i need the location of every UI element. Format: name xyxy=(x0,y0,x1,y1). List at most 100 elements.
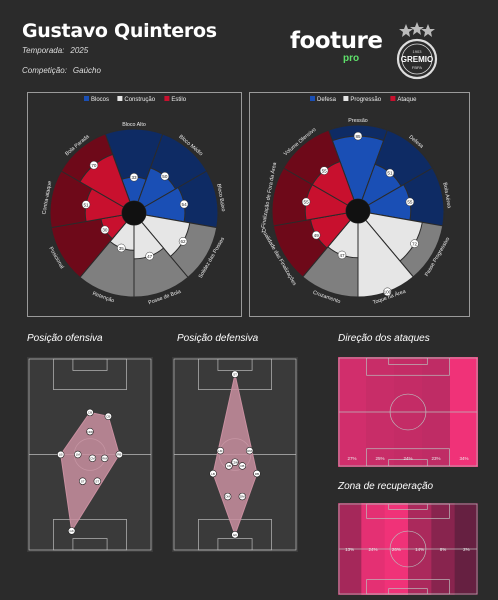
radar-category-label: Bola Aérea xyxy=(441,182,451,209)
radar-category-label: Contra-ataque xyxy=(41,180,53,214)
attack-direction-title: Direção dos ataques xyxy=(338,333,430,344)
crest-year-right: FBPA xyxy=(412,65,422,70)
brand-sub: pro xyxy=(343,53,360,64)
legend-label: Defesa xyxy=(317,97,337,103)
pitch-lines xyxy=(338,503,478,595)
brand-logo: footure xyxy=(290,28,383,54)
crest-text: GREMIO xyxy=(401,55,433,64)
zone-value-label: 24% xyxy=(403,456,412,461)
radar-value-bubble xyxy=(337,250,347,260)
player-position-dot xyxy=(238,462,247,470)
radar-value-label: 50 xyxy=(162,174,168,179)
player-position-dot xyxy=(209,469,217,478)
radar-category-label: Pressão xyxy=(348,118,367,124)
legend-label: Construção xyxy=(124,97,155,103)
radar-value-bubble xyxy=(89,160,99,170)
recovery-zone-title: Zona de recuperação xyxy=(338,481,434,492)
recovery-zone-pitch: 13% 24% 26% 14% 8% 2% xyxy=(338,503,478,595)
radar-category-label: Bloco Alto xyxy=(122,122,146,128)
radar-value-label: 47 xyxy=(147,254,153,259)
player-position-dot xyxy=(88,454,97,463)
radar-value-bubble xyxy=(410,239,419,248)
crest-year-left: 1903 xyxy=(413,49,423,54)
player-position-dot xyxy=(223,492,232,501)
radar-panel-team: Blocos Construção Estilo 33 Bloco Alto 50 Bloc… xyxy=(27,92,242,317)
player-position-label: GK xyxy=(70,529,74,533)
player-position-label: LB xyxy=(211,472,215,476)
club-crest-icon: 1903 GREMIO FBPA xyxy=(396,22,438,80)
player-position-label: DM xyxy=(240,495,245,499)
player-position-label: CB xyxy=(106,415,110,419)
radar-value-bubble xyxy=(178,237,188,246)
zone-value-label: 25% xyxy=(375,456,384,461)
legend-label: Blocos xyxy=(91,97,109,103)
zone-value-label: 14% xyxy=(415,547,424,552)
radar-value-label: 55 xyxy=(304,200,310,205)
radar-category-label: Bloco Baixo xyxy=(215,183,226,212)
zone-value-label: 23% xyxy=(431,456,440,461)
player-position-label: RB xyxy=(117,453,121,457)
radar-value-bubble xyxy=(383,287,392,297)
radar-value-label: 62 xyxy=(180,239,186,244)
radar-value-bubble xyxy=(117,243,126,253)
radar-value-bubble xyxy=(311,230,321,240)
player-position-label: ST xyxy=(95,479,99,483)
competition-label: Competição: xyxy=(22,66,67,75)
radar-value-bubble xyxy=(179,199,189,209)
radar-value-bubble xyxy=(319,166,329,175)
player-position-label: RM xyxy=(102,457,107,461)
legend-swatch xyxy=(84,96,89,101)
pitch-lines xyxy=(338,357,478,467)
player-position-label: ST xyxy=(81,479,85,483)
player-position-dot xyxy=(74,450,82,459)
radar-value-label: 35 xyxy=(119,246,125,251)
player-position-dot xyxy=(78,477,87,485)
team-shape-area xyxy=(60,411,120,533)
player-position-dot xyxy=(245,446,254,455)
player-position-label: CM xyxy=(90,457,95,461)
player-position-dot xyxy=(57,450,65,459)
player-position-label: CDM xyxy=(232,460,239,464)
radar-value-label: 85 xyxy=(355,134,361,139)
radar-value-bubble xyxy=(353,131,363,141)
radar-chart-attack: Defesa Progressão Ataque85Pressão51Defesa5… xyxy=(259,96,452,306)
legend-label: Ataque xyxy=(397,97,417,103)
player-position-label: GK xyxy=(233,533,237,537)
legend-swatch xyxy=(310,96,315,101)
zone-value-label: 8% xyxy=(440,547,447,552)
player-name: Gustavo Quinteros xyxy=(22,20,217,42)
legend-swatch xyxy=(117,96,123,101)
season-label: Temporada: xyxy=(22,46,65,55)
legend-swatch xyxy=(164,96,170,101)
season-row: Temporada: 2025 xyxy=(22,46,88,55)
player-position-dot xyxy=(93,477,102,485)
radar-value-bubble xyxy=(405,197,415,207)
player-position-label: LB xyxy=(59,453,63,457)
radar-value-bubble xyxy=(129,172,139,182)
radar-value-label: 33 xyxy=(131,175,137,180)
radar-value-bubble xyxy=(145,251,154,261)
zone-value-label: 2% xyxy=(463,547,470,552)
player-position-label: CB xyxy=(227,464,231,468)
legend-label: Estilo xyxy=(171,97,186,103)
offensive-position-title: Posição ofensiva xyxy=(27,333,103,344)
player-position-dot xyxy=(115,450,123,459)
player-position-label: CDM xyxy=(87,430,94,434)
legend-swatch xyxy=(390,96,396,101)
attack-direction-pitch: 27% 25% 24% 23% 34% xyxy=(338,357,478,467)
radar-value-label: 55 xyxy=(322,168,328,173)
player-position-label: CB xyxy=(240,464,244,468)
player-position-label: CB xyxy=(88,411,92,415)
radar-value-label: 49 xyxy=(314,233,320,238)
radar-value-label: 47 xyxy=(339,253,345,258)
player-position-dot xyxy=(253,469,261,478)
player-position-dot xyxy=(231,370,239,378)
player-position-label: LM xyxy=(218,449,223,453)
radar-value-bubble xyxy=(160,171,170,181)
player-position-dot xyxy=(225,462,233,470)
player-position-label: RB xyxy=(255,472,259,476)
player-position-dot xyxy=(231,531,239,539)
radar-center-hole xyxy=(346,199,370,223)
player-position-label: ST xyxy=(233,372,237,376)
